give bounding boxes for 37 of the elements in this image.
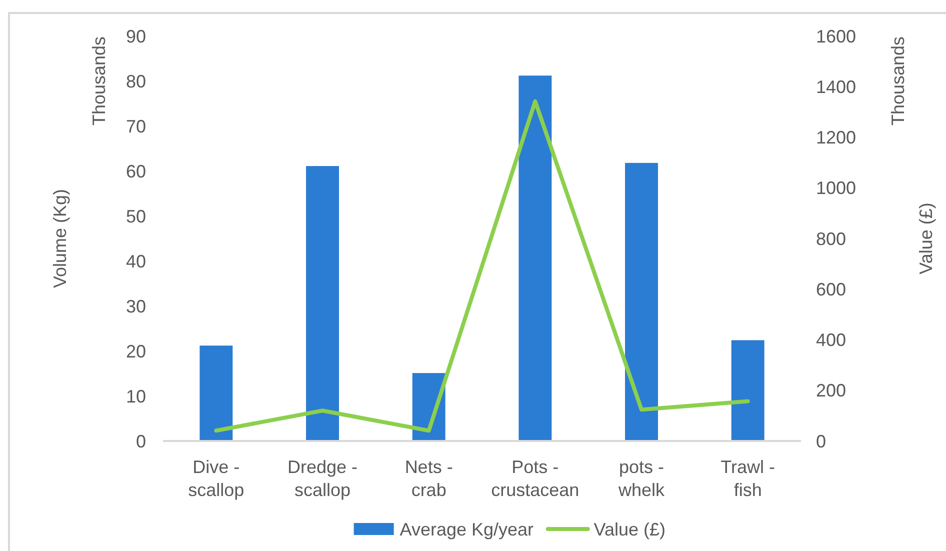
text: Thousands (89, 36, 109, 126)
legend-label: Value (£) (594, 519, 666, 540)
x-tick-label: Pots - crustacean (491, 457, 580, 500)
x-tick-label: Dive - scallop (188, 457, 244, 500)
y2-tick-label: 1200 (816, 128, 856, 148)
bar (518, 76, 552, 441)
x-tick-label: pots - whelk (617, 457, 666, 500)
y-tick-label: 40 (126, 251, 146, 272)
y-tick-label: 10 (126, 386, 146, 406)
y-tick-label: 0 (136, 431, 146, 452)
y2-tick-label: 800 (816, 228, 846, 249)
y2-tick-label: 1400 (816, 76, 856, 97)
legend-label: Average Kg/year (400, 519, 534, 540)
line-series (214, 99, 750, 433)
y2-tick-label: 1600 (816, 26, 856, 46)
y-tick-label: 80 (126, 71, 146, 92)
y-tick-label: 30 (126, 296, 146, 316)
bar (306, 166, 339, 441)
x-tick-label: Nets - crab (404, 457, 453, 500)
y2-tick-label: 1000 (816, 178, 856, 198)
text: Thousands (888, 36, 908, 126)
y-tick-label: 20 (126, 341, 146, 362)
bar (731, 340, 764, 441)
y-axis-title: Volume (Kg) (50, 188, 70, 288)
x-tick-label: Dredge - scallop (287, 457, 358, 500)
y-tick-label: 50 (126, 206, 146, 226)
bar (625, 162, 658, 441)
y2-tick-label: 400 (816, 330, 846, 350)
y2-tick-label: 0 (816, 431, 826, 452)
y2-tick-label: 200 (816, 380, 846, 401)
y-tick-label: 70 (126, 116, 146, 136)
y-tick-label: 60 (126, 161, 146, 182)
bar (200, 346, 233, 441)
x-tick-label: Trawl - fish (720, 457, 775, 500)
y2-axis-title: Value (£) (916, 202, 936, 274)
y-tick-label: 90 (126, 26, 146, 46)
y2-tick-label: 600 (816, 279, 846, 300)
